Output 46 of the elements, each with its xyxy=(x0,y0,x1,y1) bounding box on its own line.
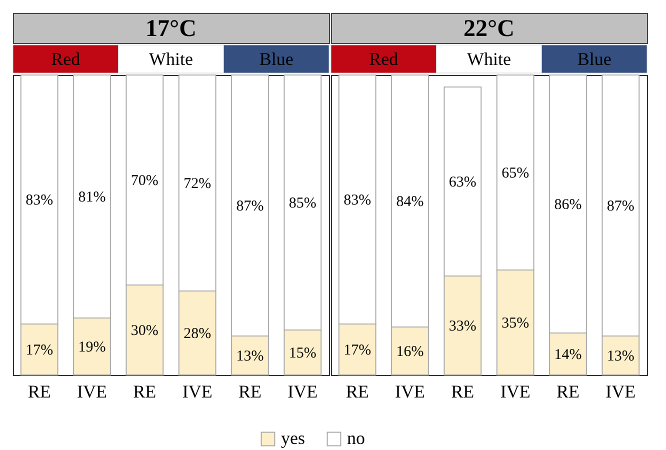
data-label: 33% xyxy=(448,318,476,334)
chart-title: 22°C xyxy=(464,16,514,42)
x-tick-label: RE xyxy=(238,382,262,402)
text: Blue xyxy=(577,49,612,69)
data-label: 14% xyxy=(554,347,582,363)
data-label: 83% xyxy=(26,192,54,208)
data-label: 35% xyxy=(502,316,530,332)
data-label: 19% xyxy=(78,340,106,356)
x-tick-label: IVE xyxy=(77,382,107,402)
x-tick-label: IVE xyxy=(606,382,636,402)
data-label: 70% xyxy=(130,173,158,189)
text: White xyxy=(149,49,193,69)
text: Red xyxy=(51,49,80,69)
x-tick-label: IVE xyxy=(288,382,318,402)
data-label: 86% xyxy=(554,197,582,213)
data-label: 84% xyxy=(396,194,424,210)
data-label: 85% xyxy=(288,196,316,212)
data-label: 87% xyxy=(236,198,264,214)
x-tick-label: RE xyxy=(133,382,156,402)
data-label: 83% xyxy=(344,192,372,208)
text: White xyxy=(467,49,511,69)
data-label: 13% xyxy=(606,348,634,364)
data-label: 87% xyxy=(606,198,634,214)
x-tick-label: IVE xyxy=(395,382,425,402)
x-tick-label: RE xyxy=(28,382,51,402)
chart-title: 17°C xyxy=(146,16,196,42)
x-tick-label: RE xyxy=(556,382,580,402)
data-label: 65% xyxy=(502,166,530,182)
data-label: 13% xyxy=(236,348,264,364)
data-label: 28% xyxy=(184,326,212,342)
x-tick-label: IVE xyxy=(500,382,530,402)
x-tick-label: RE xyxy=(346,382,369,402)
x-tick-label: RE xyxy=(451,382,474,402)
x-tick-label: IVE xyxy=(182,382,212,402)
data-label: 81% xyxy=(78,190,106,206)
data-label: 16% xyxy=(396,344,424,360)
data-label: 17% xyxy=(26,342,54,358)
legend-label: no xyxy=(347,428,365,448)
text: Red xyxy=(369,49,398,69)
data-label: 72% xyxy=(184,176,212,192)
data-label: 15% xyxy=(288,346,316,362)
text: Blue xyxy=(259,49,294,69)
data-label: 17% xyxy=(344,342,372,358)
legend-label: yes xyxy=(281,428,305,448)
data-label: 30% xyxy=(130,323,158,339)
data-label: 63% xyxy=(448,174,476,190)
